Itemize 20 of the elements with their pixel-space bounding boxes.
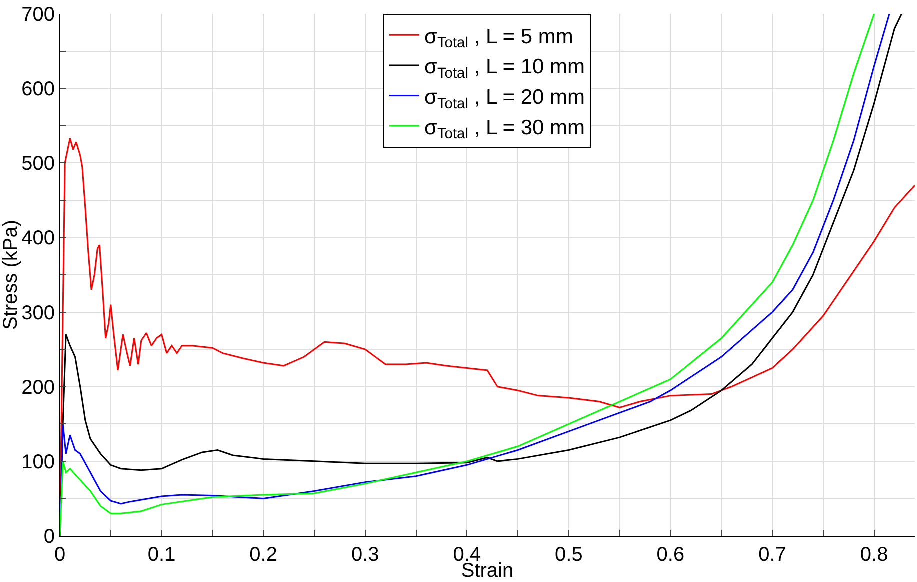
x-tick-label: 0.8 xyxy=(860,544,888,566)
x-tick-label: 0.3 xyxy=(351,544,380,566)
legend-label: σ$_{Total}$ , L = 30 mm xyxy=(424,116,586,143)
y-tick-label: 700 xyxy=(22,4,55,26)
x-tick-label: 0.5 xyxy=(555,544,583,566)
y-tick-label: 200 xyxy=(22,376,55,399)
y-tick-label: 400 xyxy=(22,228,55,250)
y-tick-label: 100 xyxy=(22,451,55,474)
y-tick-label: 500 xyxy=(22,153,55,176)
legend-label: σ$_{Total}$ , L = 10 mm xyxy=(424,56,586,82)
x-tick-label: 0.6 xyxy=(656,544,685,566)
x-tick-label: 0.7 xyxy=(758,544,786,566)
x-tick-label: 0.2 xyxy=(250,544,278,566)
y-axis-title: Stress (kPa) xyxy=(0,220,22,330)
y-tick-label: 0 xyxy=(44,526,55,548)
x-tick-label: 0.1 xyxy=(148,544,176,566)
legend-label: σ$_{Total}$ , L = 20 mm xyxy=(424,86,586,112)
y-tick-label: 600 xyxy=(22,78,55,101)
legend-label: σ$_{Total}$ , L = 5 mm xyxy=(424,25,574,52)
y-tick-label: 300 xyxy=(22,302,55,324)
